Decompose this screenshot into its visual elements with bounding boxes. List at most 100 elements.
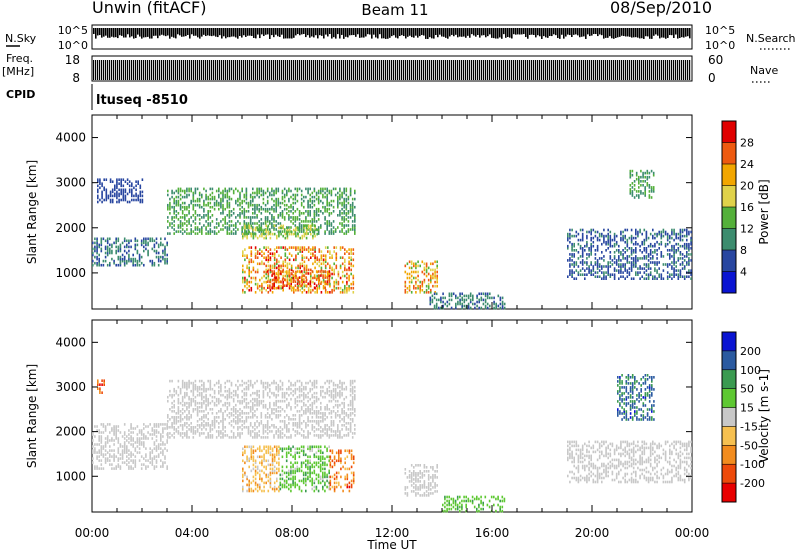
data-cell — [209, 428, 212, 431]
data-cell — [254, 191, 256, 195]
data-cell — [256, 391, 258, 395]
data-cell — [145, 243, 147, 247]
data-cell — [273, 436, 275, 439]
data-cell — [175, 201, 178, 205]
data-cell — [305, 248, 308, 251]
data-cell — [209, 424, 212, 427]
data-cell — [312, 246, 314, 249]
data-cell — [111, 437, 113, 440]
freq-right-tick-top: 60 — [708, 53, 723, 67]
noise-bar — [545, 28, 547, 38]
data-cell — [305, 387, 307, 391]
data-cell — [220, 212, 222, 215]
data-cell — [267, 246, 270, 249]
data-cell — [98, 263, 100, 267]
data-cell — [130, 459, 132, 462]
data-cell — [626, 259, 629, 262]
data-cell — [134, 257, 137, 261]
data-cell — [115, 251, 117, 255]
freq-bar — [551, 60, 553, 80]
data-cell — [194, 383, 197, 387]
data-cell — [630, 269, 633, 272]
data-cell — [246, 254, 248, 257]
data-cell — [314, 246, 316, 249]
freq-bar — [279, 60, 281, 80]
data-cell — [571, 255, 573, 258]
noise-bar — [359, 28, 361, 38]
data-cell — [326, 207, 328, 211]
data-cell — [419, 291, 421, 294]
data-cell — [675, 265, 677, 268]
data-cell — [128, 200, 131, 204]
data-cell — [97, 188, 99, 192]
data-cell — [256, 252, 259, 255]
data-cell — [635, 265, 637, 268]
data-cell — [258, 195, 260, 199]
data-cell — [230, 232, 233, 235]
data-cell — [282, 282, 284, 286]
data-cell — [151, 427, 154, 430]
data-cell — [247, 416, 250, 419]
noise-bar — [137, 28, 139, 35]
data-cell — [239, 412, 241, 415]
data-cell — [282, 260, 284, 264]
data-cell — [277, 270, 280, 273]
data-cell — [425, 288, 428, 292]
data-cell — [309, 203, 311, 207]
data-cell — [430, 278, 432, 282]
data-cell — [173, 426, 175, 429]
data-cell — [639, 249, 641, 252]
data-cell — [267, 276, 270, 280]
freq-bar — [477, 60, 479, 80]
data-cell — [104, 443, 107, 446]
data-cell — [169, 203, 171, 207]
data-cell — [313, 395, 316, 399]
noise-bar — [609, 28, 611, 37]
data-cell — [300, 422, 303, 425]
data-cell — [351, 203, 354, 207]
data-cell — [280, 224, 282, 228]
data-cell — [104, 239, 107, 243]
noise-bar — [655, 28, 657, 35]
data-cell — [654, 263, 656, 266]
data-cell — [101, 196, 103, 200]
data-cell — [288, 428, 290, 431]
data-cell — [266, 385, 269, 389]
data-cell — [228, 201, 231, 205]
data-cell — [331, 272, 333, 276]
data-cell — [273, 193, 275, 197]
data-cell — [151, 457, 154, 460]
data-cell — [235, 199, 237, 203]
data-cell — [635, 232, 637, 236]
data-cell — [262, 383, 265, 387]
data-cell — [254, 252, 257, 255]
data-cell — [314, 248, 316, 251]
data-cell — [586, 236, 588, 240]
freq-bar — [159, 60, 161, 80]
data-cell — [613, 273, 616, 276]
noise-bar — [571, 28, 573, 38]
noise-bar — [573, 28, 575, 35]
data-cell — [98, 439, 100, 442]
data-cell — [118, 200, 120, 204]
data-cell — [254, 210, 256, 213]
data-cell — [179, 220, 182, 223]
data-cell — [263, 252, 265, 255]
data-cell — [188, 193, 190, 197]
data-cell — [203, 399, 205, 403]
data-cell — [113, 443, 115, 446]
data-cell — [283, 424, 286, 427]
data-cell — [100, 439, 103, 442]
data-cell — [311, 403, 314, 407]
data-cell — [577, 238, 580, 242]
data-cell — [286, 236, 289, 240]
data-cell — [472, 296, 474, 300]
data-cell — [248, 260, 250, 264]
data-cell — [264, 210, 267, 213]
noise-bar — [285, 28, 287, 39]
data-cell — [247, 232, 250, 235]
data-cell — [434, 272, 436, 276]
data-cell — [299, 262, 301, 266]
data-cell — [248, 246, 250, 249]
data-cell — [669, 253, 671, 256]
